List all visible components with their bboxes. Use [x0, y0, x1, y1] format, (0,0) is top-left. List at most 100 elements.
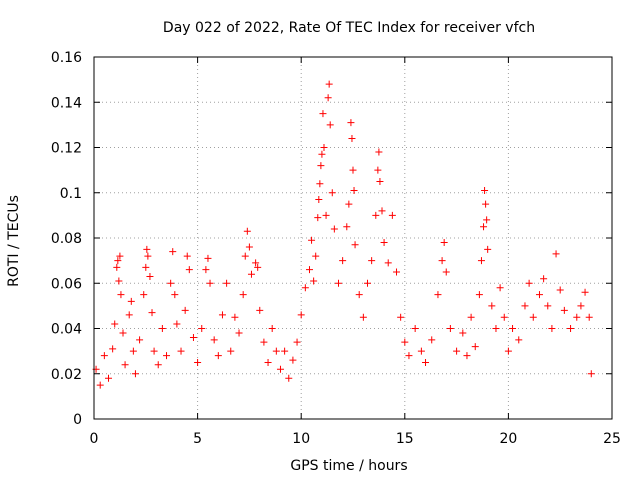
data-point [183, 252, 191, 260]
x-tick-label: 10 [292, 431, 310, 447]
data-point [560, 306, 568, 314]
data-point [227, 347, 235, 355]
data-point [293, 338, 301, 346]
data-point [235, 329, 243, 337]
data-point [355, 291, 363, 299]
data-point [339, 257, 347, 265]
data-point [525, 279, 533, 287]
data-point [310, 277, 318, 285]
data-point [171, 291, 179, 299]
data-point [243, 227, 251, 235]
data-point [345, 200, 353, 208]
data-point [169, 248, 177, 256]
data-point [328, 189, 336, 197]
data-point [154, 361, 162, 369]
data-point [388, 211, 396, 219]
data-point [173, 320, 181, 328]
data-point [121, 361, 129, 369]
data-point [380, 239, 388, 247]
data-point [150, 347, 158, 355]
data-point [117, 291, 125, 299]
data-point [428, 336, 436, 344]
chart-title: Day 022 of 2022, Rate Of TEC Index for r… [163, 20, 535, 36]
data-point [316, 180, 324, 188]
data-point [223, 279, 231, 287]
data-point [482, 200, 490, 208]
data-point [440, 239, 448, 247]
data-point [326, 121, 334, 129]
y-tick-label: 0.04 [51, 322, 82, 338]
data-point [471, 343, 479, 351]
y-axis-label: ROTI / TECUs [6, 195, 22, 287]
data-point [481, 186, 489, 194]
data-point [114, 257, 122, 265]
data-point [181, 306, 189, 314]
data-point [264, 358, 272, 366]
y-tick-label: 0 [73, 412, 82, 428]
data-point [343, 223, 351, 231]
data-point [378, 207, 386, 215]
y-tick-label: 0.1 [60, 186, 82, 202]
data-point [480, 223, 488, 231]
data-point [488, 302, 496, 310]
data-point [434, 291, 442, 299]
data-point [535, 291, 543, 299]
data-point [475, 291, 483, 299]
data-point [585, 313, 593, 321]
y-tick-label: 0.06 [51, 276, 82, 292]
data-point [319, 110, 327, 118]
data-point [218, 311, 226, 319]
data-point [163, 352, 171, 360]
data-point [113, 263, 121, 271]
data-point [281, 347, 289, 355]
data-point [351, 241, 359, 249]
data-point [322, 211, 330, 219]
data-point [509, 325, 517, 332]
data-point [214, 352, 222, 360]
data-point [198, 325, 206, 332]
data-point [308, 236, 316, 244]
data-point [148, 309, 156, 317]
data-point [552, 250, 560, 258]
y-tick-label: 0.12 [51, 141, 82, 157]
data-point [438, 257, 446, 265]
data-point [496, 284, 504, 292]
data-point [210, 336, 218, 344]
data-point [185, 266, 193, 274]
data-point [548, 325, 556, 332]
data-point [312, 252, 320, 260]
y-tick-label: 0.16 [51, 50, 82, 66]
data-point [556, 286, 564, 294]
data-point [324, 94, 332, 102]
data-point [384, 259, 392, 267]
data-point [131, 370, 139, 378]
data-point [144, 252, 152, 260]
y-tick-label: 0.08 [51, 231, 82, 247]
data-point [442, 268, 450, 276]
data-point [136, 336, 144, 344]
data-point [544, 302, 552, 310]
x-tick-label: 25 [603, 431, 621, 447]
x-axis-label: GPS time / hours [290, 458, 407, 474]
gridlines [94, 57, 612, 419]
x-tick-label: 20 [499, 431, 517, 447]
data-point [119, 329, 127, 337]
data-point [297, 311, 305, 319]
x-tick-label: 0 [90, 431, 99, 447]
data-point [247, 270, 255, 278]
data-point [483, 216, 491, 224]
data-point [587, 370, 595, 378]
data-point [529, 313, 537, 321]
data-point [350, 186, 358, 194]
axis-ticks: 0 5 10 15 20 25 0 0.02 0.04 0.06 0.08 0.1 0.12 0.14 0.… [51, 50, 621, 447]
data-point [177, 347, 185, 355]
data-point [305, 266, 313, 274]
data-point [241, 252, 249, 260]
data-point [504, 347, 512, 355]
data-point [239, 291, 247, 299]
data-point [129, 347, 137, 355]
data-point [96, 381, 104, 389]
y-tick-label: 0.14 [51, 95, 82, 111]
data-point [268, 325, 276, 332]
